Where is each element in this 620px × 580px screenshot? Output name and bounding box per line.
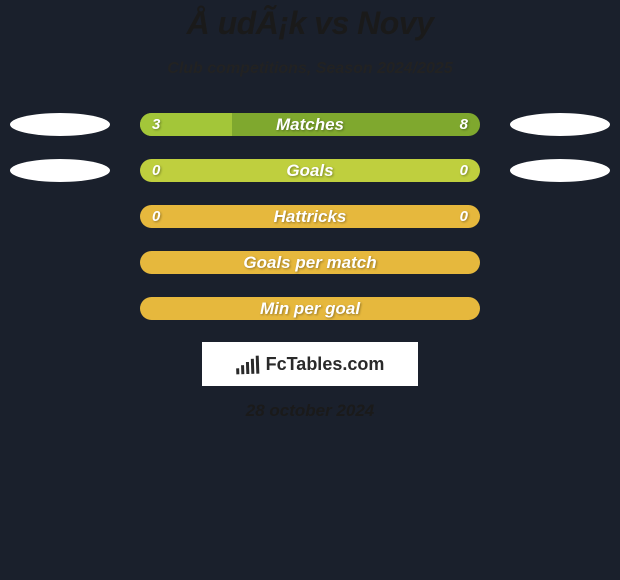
stat-label: Goals per match bbox=[243, 253, 376, 273]
stat-pill: Goals per match bbox=[140, 251, 480, 274]
page-title: Å udÃ¡k vs Novy bbox=[187, 5, 434, 42]
stat-pill: Min per goal bbox=[140, 297, 480, 320]
logo-bar bbox=[255, 356, 259, 374]
stat-row: Min per goal bbox=[0, 297, 620, 320]
logo-bar bbox=[236, 368, 239, 374]
stat-left-value: 0 bbox=[152, 208, 160, 225]
stat-row: Goals per match bbox=[0, 251, 620, 274]
right-ellipse bbox=[510, 159, 610, 182]
logo-bar bbox=[250, 359, 254, 374]
left-ellipse bbox=[10, 159, 110, 182]
logo-bar bbox=[246, 362, 249, 374]
stat-pill: 0 0 Goals bbox=[140, 159, 480, 182]
logo-bars-icon bbox=[235, 354, 259, 375]
stat-pill: 3 8 Matches bbox=[140, 113, 480, 136]
stats-area: 3 8 Matches 0 0 Goals 0 0 Hattricks Goals per mat… bbox=[0, 113, 620, 320]
stat-right-value: 0 bbox=[460, 162, 468, 179]
stat-label: Hattricks bbox=[274, 207, 347, 227]
stat-row: 3 8 Matches bbox=[0, 113, 620, 136]
stat-row: 0 0 Goals bbox=[0, 159, 620, 182]
page-subtitle: Club competitions, Season 2024/2025 bbox=[167, 60, 452, 78]
stat-left-value: 3 bbox=[152, 116, 160, 133]
stat-pill: 0 0 Hattricks bbox=[140, 205, 480, 228]
stat-right-value: 0 bbox=[460, 208, 468, 225]
right-ellipse bbox=[510, 113, 610, 136]
stat-label: Matches bbox=[276, 115, 344, 135]
logo-bar bbox=[241, 365, 244, 374]
stat-label: Goals bbox=[286, 161, 333, 181]
stat-left-value: 0 bbox=[152, 162, 160, 179]
date-text: 28 october 2024 bbox=[246, 401, 375, 421]
logo-box: FcTables.com bbox=[202, 342, 418, 386]
left-ellipse bbox=[10, 113, 110, 136]
stat-row: 0 0 Hattricks bbox=[0, 205, 620, 228]
stat-right-value: 8 bbox=[460, 116, 468, 133]
stat-label: Min per goal bbox=[260, 299, 360, 319]
logo-text: FcTables.com bbox=[266, 354, 385, 375]
